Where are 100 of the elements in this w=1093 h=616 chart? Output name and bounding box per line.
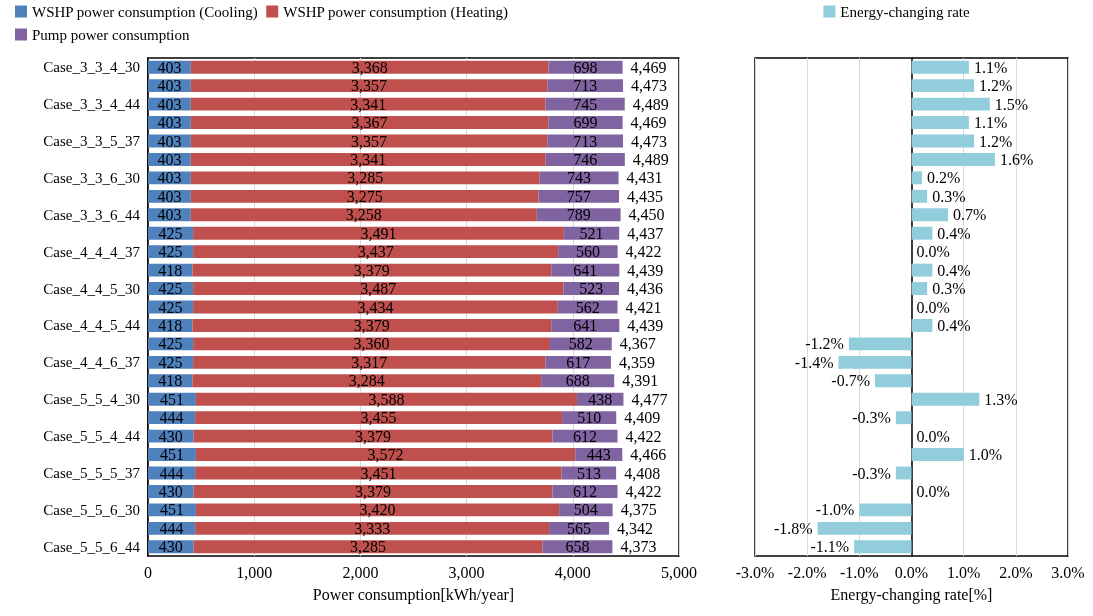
legend-label: WSHP power consumption (Cooling) — [32, 3, 258, 21]
data-label: 430 — [158, 538, 183, 556]
data-label: 3,379 — [353, 316, 390, 334]
bar — [911, 60, 969, 74]
data-label: 1.3% — [984, 390, 1018, 408]
bar — [192, 318, 552, 332]
data-label: 0.7% — [953, 206, 987, 224]
bar — [195, 411, 563, 425]
legend-label: WSHP power consumption (Heating) — [283, 3, 509, 21]
data-label: 0.3% — [932, 280, 966, 298]
data-label: 562 — [575, 298, 600, 316]
y-tick-label: Case_5_5_5_37 — [43, 465, 141, 481]
total-label: 4,359 — [618, 353, 655, 371]
data-label: -1.1% — [810, 538, 850, 556]
data-label: 1.6% — [999, 150, 1034, 168]
total-label: 4,489 — [632, 95, 669, 113]
data-label: 523 — [579, 280, 604, 298]
bar — [911, 226, 933, 240]
bar — [911, 448, 964, 462]
total-label: 4,391 — [622, 372, 659, 390]
data-label: 425 — [158, 353, 183, 371]
y-tick-label: Case_4_4_6_37 — [43, 354, 141, 371]
bar — [911, 97, 990, 111]
bar — [911, 134, 975, 148]
x-tick-label: 2.0% — [999, 563, 1033, 581]
data-label: 1.5% — [994, 95, 1029, 113]
x-tick-label: -1.0% — [840, 563, 879, 581]
bar — [190, 208, 537, 222]
data-label: 582 — [568, 335, 593, 353]
x-tick-label: 3,000 — [448, 563, 485, 581]
data-label: 3,379 — [355, 427, 392, 445]
total-label: 4,422 — [625, 482, 662, 500]
data-label: 3,487 — [360, 280, 397, 298]
bar — [193, 282, 564, 296]
data-label: 3,357 — [351, 77, 388, 95]
data-label: 418 — [158, 372, 183, 390]
total-label: 4,477 — [631, 390, 668, 408]
total-label: 4,367 — [619, 335, 656, 353]
data-label: 403 — [157, 206, 182, 224]
data-label: 0.4% — [937, 316, 971, 334]
data-label: 451 — [159, 390, 184, 408]
total-label: 4,466 — [630, 446, 667, 464]
total-label: 4,409 — [624, 409, 661, 427]
data-label: 403 — [157, 132, 182, 150]
total-label: 4,473 — [631, 132, 668, 150]
data-label: 612 — [573, 482, 598, 500]
data-label: 3,285 — [350, 538, 387, 556]
data-label: 3,420 — [359, 501, 396, 519]
data-label: 403 — [157, 95, 182, 113]
data-label: 617 — [566, 353, 591, 371]
data-label: 1.0% — [968, 446, 1002, 464]
data-label: 3,588 — [368, 390, 405, 408]
y-tick-label: Case_4_4_5_44 — [43, 317, 141, 334]
bar — [911, 318, 933, 332]
bar — [911, 392, 980, 406]
y-tick-label: Case_4_4_4_37 — [43, 243, 141, 260]
bar — [195, 392, 577, 406]
bar — [190, 171, 540, 185]
bar — [195, 503, 560, 517]
legend-label: Energy-changing rate — [840, 3, 970, 20]
total-label: 4,450 — [628, 206, 665, 224]
data-label: 745 — [573, 95, 598, 113]
data-label: 3,317 — [351, 353, 388, 371]
data-label: 425 — [158, 298, 183, 316]
data-label: 403 — [157, 114, 182, 132]
data-label: 403 — [157, 58, 182, 76]
data-label: 3,360 — [353, 335, 390, 353]
bar — [911, 152, 995, 166]
x-tick-label: 1.0% — [947, 563, 981, 581]
x-tick-label: 3.0% — [1051, 563, 1085, 581]
total-label: 4,422 — [625, 427, 662, 445]
data-label: 403 — [157, 77, 182, 95]
data-label: 504 — [573, 501, 598, 519]
data-label: -0.3% — [852, 464, 891, 482]
x-tick-label: -2.0% — [787, 563, 827, 581]
bar — [817, 521, 912, 535]
bar — [192, 374, 542, 388]
data-label: 425 — [158, 280, 183, 298]
data-label: 418 — [158, 261, 183, 279]
total-label: 4,469 — [630, 114, 667, 132]
total-label: 4,473 — [631, 77, 668, 95]
bar — [854, 540, 912, 554]
y-tick-label: Case_5_5_4_30 — [43, 391, 140, 408]
data-label: 0.0% — [916, 298, 950, 316]
data-label: 403 — [157, 150, 182, 168]
data-label: 513 — [576, 464, 601, 482]
bar — [190, 97, 546, 111]
data-label: -1.8% — [773, 519, 813, 537]
bar — [911, 171, 922, 185]
x-axis-title: Power consumption[kWh/year] — [312, 585, 515, 604]
data-label: 698 — [573, 58, 598, 76]
data-label: -0.7% — [831, 372, 870, 390]
data-label: -0.3% — [852, 409, 891, 427]
data-label: 3,368 — [351, 58, 388, 76]
total-label: 4,408 — [624, 464, 661, 482]
data-label: 444 — [159, 409, 184, 427]
data-label: 641 — [573, 316, 598, 334]
total-label: 4,439 — [627, 316, 664, 334]
data-label: 3,437 — [357, 243, 394, 261]
y-tick-label: Case_5_5_6_44 — [43, 538, 141, 555]
